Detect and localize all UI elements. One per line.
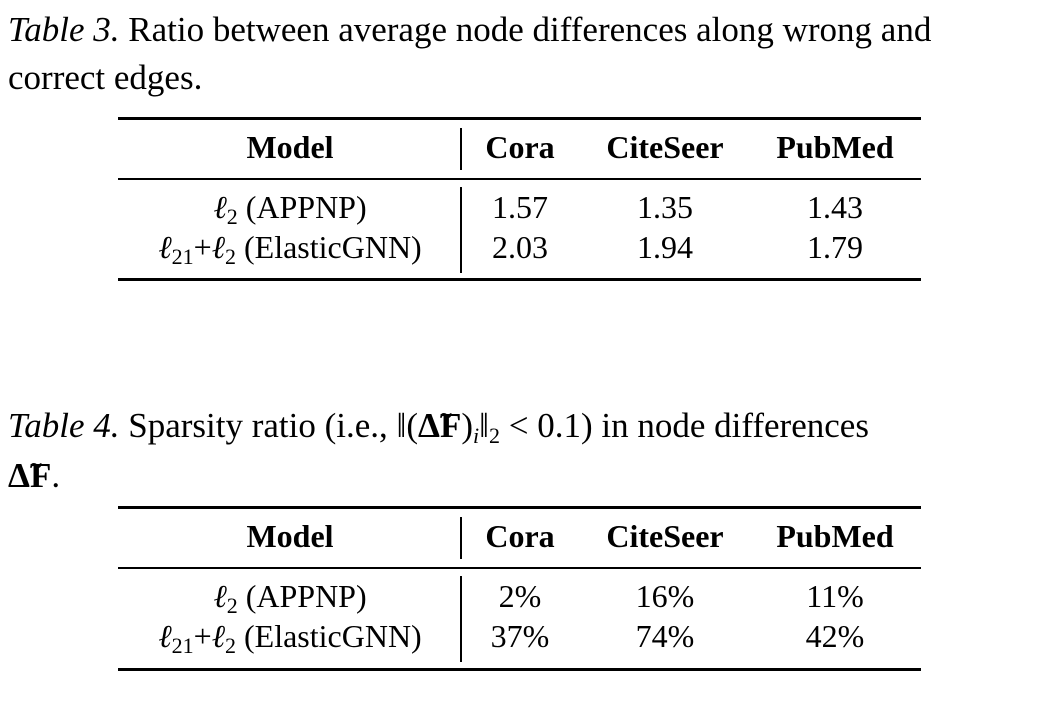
row-model-elasticgnn: ℓ21+ℓ2 (ElasticGNN) [158,618,422,658]
cell-value: 11% [806,578,864,614]
row-model-appnp: ℓ2 (APPNP) [213,578,367,618]
mid-rule [118,567,921,569]
mid-rule [118,178,921,180]
column-divider [460,576,462,662]
header-pubmed: PubMed [776,518,894,554]
cell-value: 1.43 [807,189,863,225]
table3-caption: Table 3. Ratio between average node diff… [8,6,931,54]
table4-caption: Table 4. Sparsity ratio (i.e., ‖(Δ̃F)i‖2… [8,406,869,448]
cell-value: 1.35 [637,189,693,225]
table3-label: Table 3. [8,10,120,49]
cell-value: 2% [498,578,542,614]
table3-caption-line2: correct edges. [8,58,203,97]
cell-value: 1.57 [492,189,548,225]
header-cora: Cora [485,129,555,165]
cell-value: 1.79 [807,229,863,265]
header-citeseer: CiteSeer [606,129,724,165]
row-model-elasticgnn: ℓ21+ℓ2 (ElasticGNN) [158,229,422,269]
bottom-rule [118,278,921,281]
column-divider [460,128,462,170]
cell-value: 2.03 [492,229,548,265]
header-model: Model [246,518,334,554]
cell-value: 74% [635,618,695,654]
top-rule [118,117,921,120]
header-citeseer: CiteSeer [606,518,724,554]
table4-caption-line2: Δ̃F. [8,456,61,495]
header-model: Model [246,129,334,165]
bottom-rule [118,668,921,671]
cell-value: 42% [805,618,865,654]
column-divider [460,187,462,273]
column-divider [460,517,462,559]
cell-value: 16% [635,578,695,614]
top-rule [118,506,921,509]
cell-value: 1.94 [637,229,693,265]
header-pubmed: PubMed [776,129,894,165]
table4-label: Table 4. [8,406,120,445]
cell-value: 37% [490,618,550,654]
header-cora: Cora [485,518,555,554]
row-model-appnp: ℓ2 (APPNP) [213,189,367,229]
caption-text: Ratio between average node differences a… [119,10,932,49]
